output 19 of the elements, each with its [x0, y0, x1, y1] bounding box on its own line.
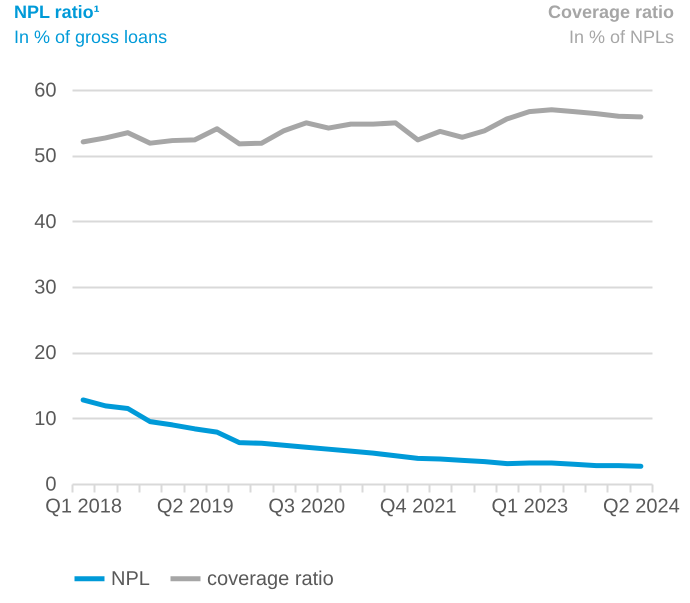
chart-subtitle: In % of gross loans — [14, 27, 168, 47]
text: In % of NPLs — [568, 27, 674, 47]
x-tick-label: Q4 2021 — [380, 496, 457, 518]
x-tick-label: Q1 2023 — [491, 496, 568, 518]
text: Coverage ratio — [548, 2, 674, 22]
x-tick-label: Q1 2018 — [45, 496, 122, 518]
legend-label: NPL — [111, 568, 150, 590]
y-tick-label: 60 — [34, 80, 56, 102]
y-tick-label: 40 — [34, 210, 56, 233]
legend-label: coverage ratio — [207, 568, 334, 590]
y-tick-label: 20 — [34, 342, 56, 364]
y-tick-label: 0 — [45, 474, 56, 496]
x-tick-label: Q2 2024 — [602, 496, 680, 518]
x-tick-label: Q3 2020 — [268, 496, 346, 518]
x-tick-label: Q2 2019 — [156, 496, 234, 518]
y-tick-label: 30 — [34, 276, 56, 298]
y-tick-label: 50 — [34, 145, 56, 168]
y-tick-label: 10 — [34, 408, 56, 430]
chart-title: NPL ratio¹ — [14, 2, 100, 22]
